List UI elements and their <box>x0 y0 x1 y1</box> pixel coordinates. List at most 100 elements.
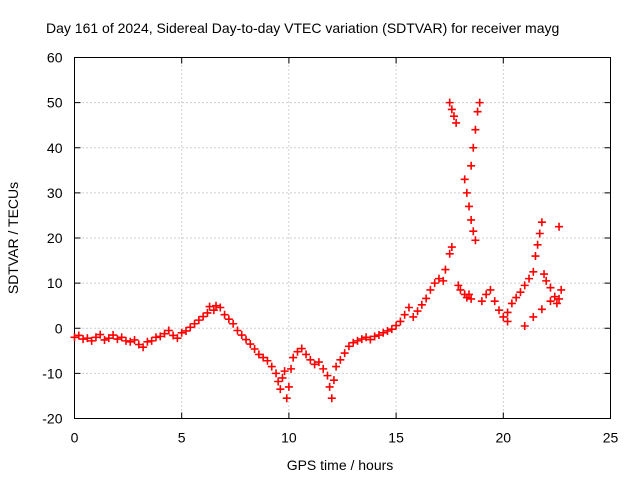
data-point <box>557 285 566 294</box>
data-point <box>254 350 263 359</box>
x-tick-label: 25 <box>603 430 619 446</box>
data-point <box>203 308 212 317</box>
data-point <box>447 105 456 114</box>
data-point <box>205 302 214 311</box>
data-point <box>147 336 156 345</box>
data-point <box>460 175 469 184</box>
data-point <box>550 292 559 301</box>
data-point <box>413 307 422 316</box>
data-point <box>194 316 203 325</box>
data-point <box>445 98 454 107</box>
data-point <box>212 301 221 310</box>
data-point <box>447 243 456 252</box>
data-point <box>540 270 549 279</box>
data-point <box>134 340 143 349</box>
data-point <box>151 333 160 342</box>
data-point <box>370 332 379 341</box>
data-point <box>542 276 551 285</box>
data-point <box>336 355 345 364</box>
data-point <box>104 334 113 343</box>
data-point <box>263 356 272 365</box>
data-point <box>464 290 473 299</box>
data-point <box>314 358 323 367</box>
x-tick-label: 10 <box>281 430 297 446</box>
data-point <box>113 335 122 344</box>
data-point <box>216 303 225 312</box>
data-point <box>293 347 302 356</box>
x-tick-label: 15 <box>388 430 404 446</box>
data-point <box>533 240 542 249</box>
data-point <box>353 336 362 345</box>
data-point <box>516 288 525 297</box>
data-point <box>224 315 233 324</box>
data-point <box>70 333 79 342</box>
data-point <box>520 281 529 290</box>
data-point <box>79 335 88 344</box>
data-point <box>121 336 130 345</box>
data-point <box>439 276 448 285</box>
data-point <box>383 326 392 335</box>
data-point <box>392 321 401 330</box>
data-point <box>177 328 186 337</box>
data-point <box>91 333 100 342</box>
data-point <box>340 349 349 358</box>
data-point <box>445 249 454 258</box>
data-point <box>535 229 544 238</box>
data-point <box>276 385 285 394</box>
y-tick-label: 60 <box>47 50 63 66</box>
data-point <box>325 382 334 391</box>
data-point <box>164 326 173 335</box>
data-point <box>156 332 165 341</box>
data-point <box>259 353 268 362</box>
data-point <box>512 293 521 302</box>
data-point <box>503 317 512 326</box>
data-point <box>74 331 83 340</box>
data-point <box>362 333 371 342</box>
data-point <box>537 305 546 314</box>
data-point <box>190 319 199 328</box>
data-point <box>503 308 512 317</box>
data-point <box>495 306 504 315</box>
data-point <box>400 310 409 319</box>
data-point <box>181 326 190 335</box>
data-point <box>329 376 338 385</box>
data-point <box>477 297 486 306</box>
data-point <box>546 283 555 292</box>
data-point <box>278 373 287 382</box>
data-point <box>456 285 465 294</box>
data-point <box>454 281 463 290</box>
y-tick-label: 40 <box>47 140 63 156</box>
data-point <box>529 312 538 321</box>
data-point <box>246 340 255 349</box>
data-point <box>83 334 92 343</box>
data-point <box>199 312 208 321</box>
data-point <box>486 285 495 294</box>
data-point <box>87 336 96 345</box>
data-point <box>297 344 306 353</box>
data-point <box>209 306 218 315</box>
data-point <box>467 161 476 170</box>
data-point <box>467 294 476 303</box>
data-point <box>272 369 281 378</box>
data-point <box>555 294 564 303</box>
y-tick-label: 10 <box>47 275 63 291</box>
grid-layer <box>74 57 611 419</box>
data-point <box>464 202 473 211</box>
data-point <box>441 265 450 274</box>
data-point <box>302 350 311 359</box>
data-point <box>471 125 480 134</box>
data-point <box>357 335 366 344</box>
data-point <box>229 319 238 328</box>
chart-title: Day 161 of 2024, Sidereal Day-to-day VTE… <box>46 20 559 36</box>
data-point <box>475 98 484 107</box>
data-point <box>366 335 375 344</box>
data-point <box>482 290 491 299</box>
data-point <box>126 337 135 346</box>
y-tick-label: -20 <box>42 411 62 427</box>
data-point <box>169 331 178 340</box>
data-point <box>499 312 508 321</box>
data-point <box>531 252 540 261</box>
data-point <box>143 337 152 346</box>
data-point <box>96 330 105 339</box>
